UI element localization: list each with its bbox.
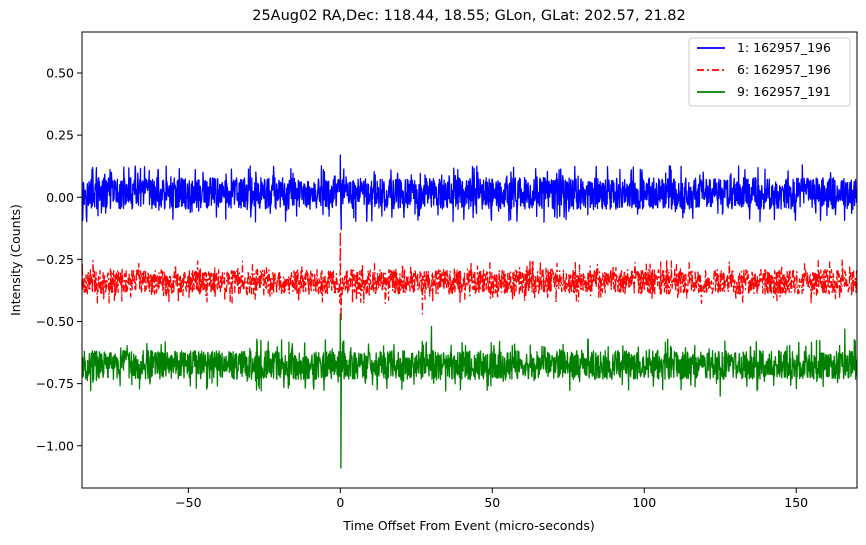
y-tick-label: −0.75 xyxy=(36,376,74,391)
legend-label-1: 1: 162957_196 xyxy=(737,40,831,55)
legend-box xyxy=(688,37,851,107)
series-line-3 xyxy=(81,313,858,469)
series-line-1 xyxy=(81,154,858,231)
series-line-2 xyxy=(81,231,858,323)
chart-title: 25Aug02 RA,Dec: 118.44, 18.55; GLon, GLa… xyxy=(252,8,686,24)
y-tick-label: −0.25 xyxy=(36,252,74,267)
legend: 1: 162957_196 6: 162957_196 9: 162957_19… xyxy=(688,37,851,107)
y-tick-label: 0.00 xyxy=(46,190,74,205)
x-tick-label: 0 xyxy=(336,495,344,510)
y-axis-title: Intensity (Counts) xyxy=(8,204,23,316)
x-tick-label: 50 xyxy=(484,495,500,510)
x-tick-label: 150 xyxy=(784,495,808,510)
y-tick-label: −0.50 xyxy=(36,314,74,329)
y-axis: 0.50 0.25 0.00 −0.25 −0.50 −0.75 −1.00 xyxy=(36,66,82,453)
plot-frame xyxy=(81,31,858,489)
series-group xyxy=(81,154,858,469)
x-axis-title: Time Offset From Event (micro-seconds) xyxy=(342,518,594,533)
x-axis: −50 0 50 100 150 xyxy=(175,488,808,510)
y-tick-label: 0.25 xyxy=(46,128,74,143)
legend-label-9: 9: 162957_191 xyxy=(737,84,831,99)
x-tick-label: 100 xyxy=(632,495,656,510)
y-tick-label: −1.00 xyxy=(36,438,74,453)
y-tick-label: 0.50 xyxy=(46,66,74,81)
legend-label-6: 6: 162957_196 xyxy=(737,62,831,77)
x-tick-label: −50 xyxy=(175,495,201,510)
